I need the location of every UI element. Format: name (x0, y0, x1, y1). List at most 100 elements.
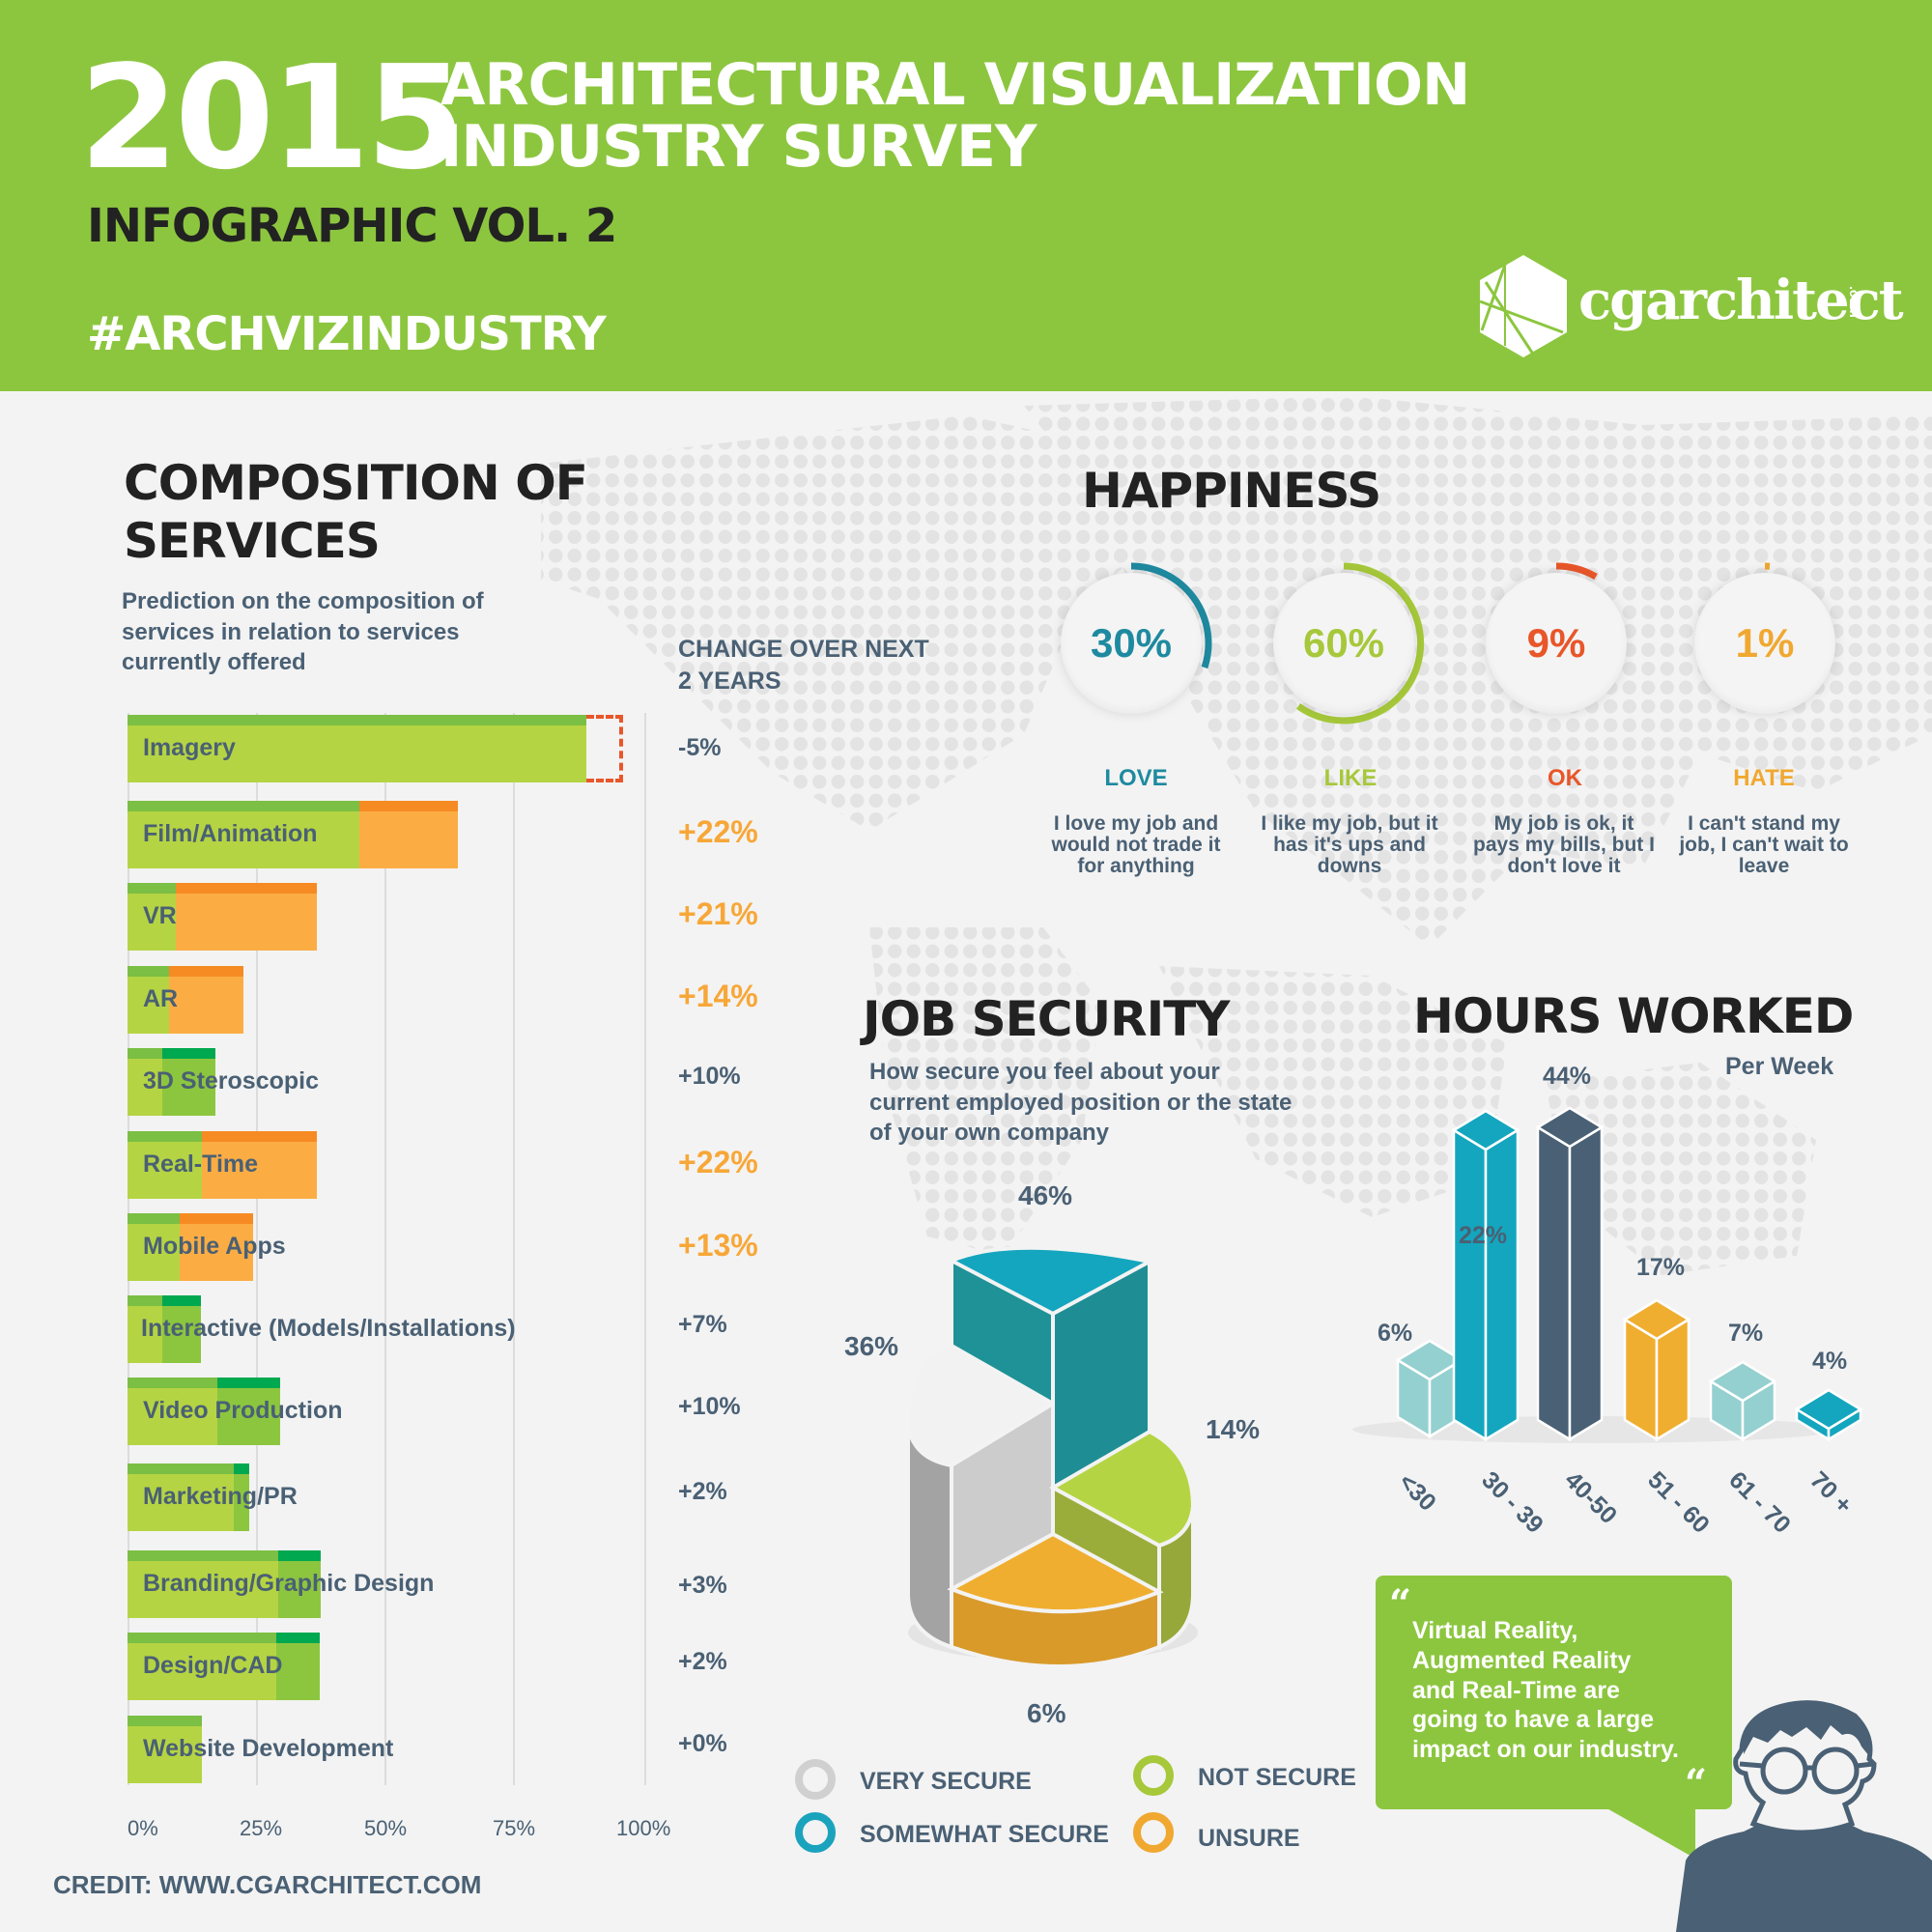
bar-growth (278, 1550, 321, 1618)
title-line-1: ARCHITECTURAL VISUALIZATION (440, 51, 1470, 119)
job-security-label-somewhat: 46% (1018, 1180, 1073, 1210)
hours-category-61-70: 61 - 70 (1723, 1466, 1797, 1539)
hours-value-30-39: 22% (1459, 1222, 1508, 1249)
composition-desc-line: services in relation to services (122, 618, 460, 645)
axis-tick-0: 0% (128, 1816, 158, 1840)
header-banner: 2015 ARCHITECTURAL VISUALIZATION INDUSTR… (0, 0, 1932, 391)
gridline-25 (256, 713, 258, 1785)
progress-arc-icon (1764, 562, 1771, 570)
change-value-marketing-pr: +2% (678, 1478, 727, 1505)
happiness-ring-like: 60% (1262, 561, 1426, 725)
change-header-line-2: 2 YEARS (678, 667, 781, 695)
bar-label: Imagery (143, 734, 236, 761)
speech-bubble-tail (1604, 1806, 1695, 1855)
desc-line: has it's ups and (1273, 834, 1426, 857)
composition-title: COMPOSITION OF SERVICES (124, 454, 588, 570)
desc-line: downs (1317, 855, 1382, 878)
bar-current (128, 1295, 162, 1363)
bar-growth (276, 1633, 320, 1700)
change-value-video-production: +10% (678, 1393, 741, 1420)
bar-current (128, 801, 359, 868)
progress-arc-icon (1130, 562, 1212, 669)
bar-growth (202, 1131, 317, 1199)
bar-current (128, 1213, 180, 1281)
bar-current (128, 1463, 234, 1531)
bar-growth (234, 1463, 249, 1531)
change-value-imagery: -5% (678, 734, 722, 761)
desc-line: don't love it (1507, 855, 1621, 878)
desc-line: for anything (1077, 855, 1195, 878)
legend-somewhat-secure-icon (795, 1812, 836, 1853)
composition-desc-line: currently offered (122, 649, 306, 676)
bar-current (128, 966, 169, 1034)
change-value-film-animation: +22% (678, 814, 758, 849)
hours-value-70-plus: 4% (1812, 1348, 1848, 1375)
bar-growth (359, 801, 458, 868)
bar-decrease-outline (586, 715, 623, 782)
bar-current (128, 1550, 278, 1618)
hours-value-51-60: 17% (1636, 1254, 1686, 1281)
composition-bar-chart: Imagery Film/Animation VR AR 3D Sterosco… (128, 713, 646, 1785)
desc-line: I love my job and (1053, 812, 1219, 835)
bar-current (128, 1048, 162, 1116)
axis-tick-25: 25% (240, 1816, 283, 1840)
bar-label: Branding/Graphic Design (143, 1570, 435, 1597)
bar-current (128, 715, 586, 782)
change-value-real-time: +22% (678, 1145, 758, 1179)
happiness-label-love: LOVE (1104, 765, 1168, 791)
credit-link[interactable]: CREDIT: WWW.CGARCHITECT.COM (53, 1870, 482, 1899)
desc-line: My job is ok, it (1493, 812, 1634, 835)
job-security-3d-pie-chart (905, 1245, 1198, 1668)
bar-label: Design/CAD (143, 1652, 283, 1679)
desc-line: pays my bills, but I (1473, 834, 1655, 857)
axis-tick-75: 75% (493, 1816, 536, 1840)
bar-label: Real-Time (143, 1151, 259, 1178)
bar-growth (169, 966, 243, 1034)
hashtag: #ARCHVIZINDUSTRY (87, 307, 607, 361)
desc-line: I like my job, but it (1261, 812, 1438, 835)
hours-worked-3d-bar-chart (1352, 1106, 1863, 1443)
change-value-vr: +21% (678, 896, 758, 931)
happiness-label-hate: HATE (1733, 765, 1795, 791)
bar-growth (162, 1048, 215, 1116)
job-security-label-very: 36% (844, 1331, 899, 1361)
axis-tick-100: 100% (616, 1816, 671, 1840)
legend-very-secure-icon (795, 1759, 836, 1800)
desc-line: of your own company (869, 1120, 1110, 1147)
happiness-desc-ok: My job is ok, it pays my bills, but I do… (1463, 812, 1665, 878)
happiness-value: 9% (1526, 620, 1586, 666)
bar-label: Interactive (Models/Installations) (141, 1315, 516, 1342)
quote-bubble: “ Virtual Reality, Augmented Reality and… (1376, 1576, 1732, 1809)
desc-line: I can't stand my (1688, 812, 1840, 835)
change-value-ar: +14% (678, 979, 758, 1013)
gridline-50 (384, 713, 386, 1785)
gridline-100 (644, 713, 646, 1785)
quote-line: Virtual Reality, (1412, 1617, 1578, 1644)
quote-text: Virtual Reality, Augmented Reality and R… (1412, 1616, 1721, 1765)
hours-value-lt30: 6% (1378, 1320, 1413, 1347)
bar-current (128, 1633, 276, 1700)
open-quote-icon: “ (1389, 1581, 1412, 1627)
logo-wordmark: cgarchitect (1578, 269, 1904, 332)
legend-not-secure-icon (1133, 1755, 1174, 1796)
bar-label: VR (143, 902, 177, 929)
person-avatar-icon (1676, 1700, 1932, 1932)
axis-tick-50: 50% (364, 1816, 408, 1840)
change-header-line-1: CHANGE OVER NEXT (678, 636, 929, 663)
job-security-label-not: 14% (1206, 1414, 1261, 1444)
hours-category-70-plus: 70 + (1804, 1466, 1858, 1520)
hours-worked-title: HOURS WORKED (1413, 988, 1854, 1044)
bar-label: 3D Steroscopic (143, 1067, 320, 1094)
legend-somewhat-secure: SOMEWHAT SECURE (860, 1821, 1109, 1848)
bar-label: Website Development (143, 1735, 394, 1762)
composition-title-line-2: SERVICES (124, 513, 381, 569)
happiness-ring-love: 30% (1049, 561, 1213, 725)
gridline-75 (513, 713, 515, 1785)
legend-unsure: UNSURE (1198, 1825, 1300, 1852)
hours-worked-subtitle: Per Week (1725, 1053, 1834, 1080)
quote-line: and Real-Time are (1412, 1676, 1620, 1704)
bar-current (128, 1716, 202, 1783)
infographic-subtitle: INFOGRAPHIC VOL. 2 (87, 199, 617, 253)
happiness-ring-ok: 9% (1474, 561, 1638, 725)
progress-arc-icon (1295, 562, 1425, 724)
